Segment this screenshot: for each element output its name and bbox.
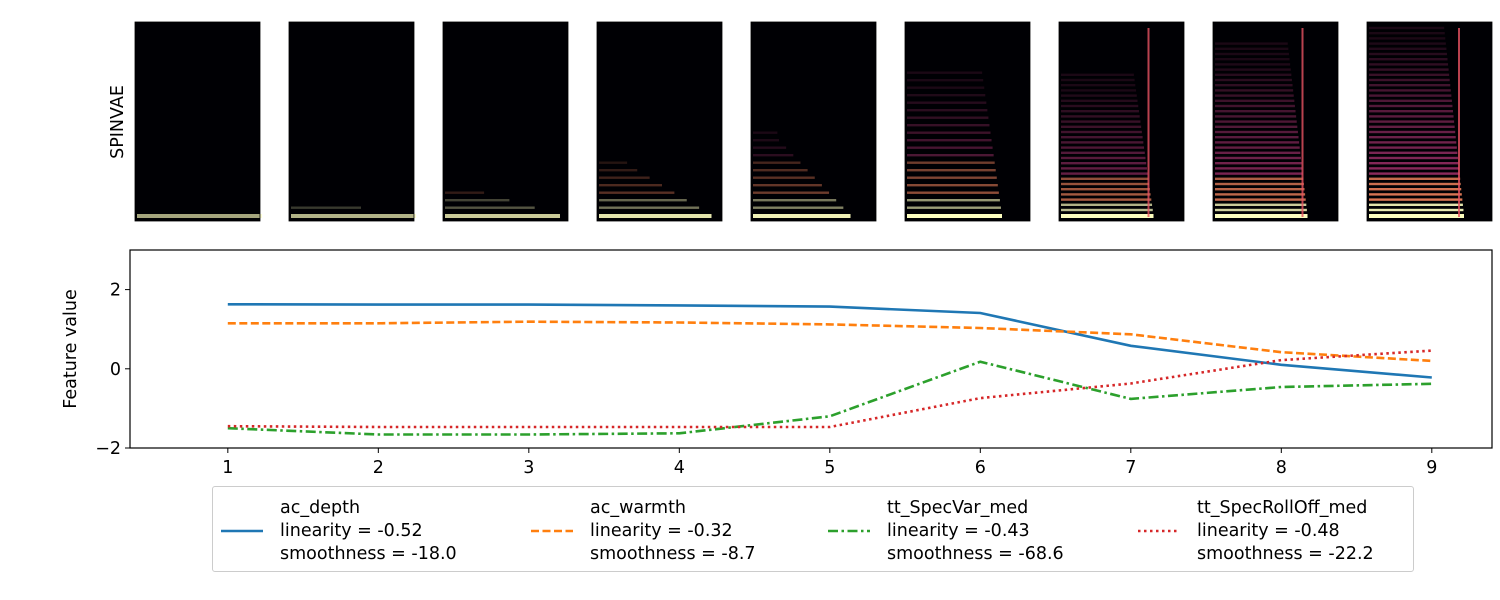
- spectrogram-1: [134, 21, 262, 222]
- series-lines: [227, 302, 1432, 436]
- legend-swatch-tt-specrolloff-med: [1138, 529, 1180, 533]
- legend-name: ac_depth: [280, 498, 361, 518]
- y-tick-label: 0: [110, 360, 121, 380]
- legend-linearity: linearity = -0.43: [887, 521, 1030, 541]
- line-chart: 1 2 3 4 5 6 7 8 9 −2 0 2 Feature value: [61, 249, 1493, 478]
- x-tick-label: 9: [1426, 458, 1437, 478]
- legend-entry-ac-warmth: ac_warmth linearity = -0.32 smoothness = -…: [590, 497, 756, 566]
- legend-linearity: linearity = -0.52: [280, 521, 423, 541]
- legend-swatch-ac-depth: [221, 529, 263, 533]
- legend-name: tt_SpecRollOff_med: [1197, 498, 1368, 518]
- spectrogram-9: [1366, 21, 1493, 222]
- row-label: SPINVAE: [108, 85, 128, 159]
- series-line-tt-specrolloff-med: [227, 349, 1432, 429]
- x-tick-label: 8: [1276, 458, 1287, 478]
- legend-swatch-tt-specvar-med: [828, 529, 870, 533]
- x-axis-ticks: 1 2 3 4 5 6 7 8 9: [222, 448, 1437, 478]
- spectrogram-5: [750, 21, 877, 222]
- legend-entry-tt-specvar-med: tt_SpecVar_med linearity = -0.43 smoothnes…: [887, 497, 1064, 566]
- spectrogram-2: [288, 21, 416, 222]
- x-tick-label: 6: [975, 458, 986, 478]
- legend-smoothness: smoothness = -18.0: [280, 544, 457, 564]
- series-line-ac-warmth: [227, 320, 1432, 363]
- x-tick-label: 4: [674, 458, 685, 478]
- y-axis-ticks: −2 0 2: [95, 281, 130, 459]
- legend-smoothness: smoothness = -22.2: [1197, 544, 1374, 564]
- legend-name: tt_SpecVar_med: [887, 498, 1029, 518]
- spectrogram-6: [904, 21, 1031, 222]
- legend-smoothness: smoothness = -68.6: [887, 544, 1064, 564]
- y-axis-label: Feature value: [61, 289, 81, 409]
- spectrogram-4: [596, 21, 723, 222]
- legend-linearity: linearity = -0.32: [590, 521, 733, 541]
- legend-linearity: linearity = -0.48: [1197, 521, 1340, 541]
- y-tick-label: −2: [95, 439, 121, 459]
- plot-area: [129, 249, 1493, 449]
- legend-entry-tt-specrolloff-med: tt_SpecRollOff_med linearity = -0.48 smoot…: [1197, 497, 1374, 566]
- legend-name: ac_warmth: [590, 498, 687, 518]
- spectrogram-row: [134, 21, 1493, 222]
- x-tick-label: 5: [824, 458, 835, 478]
- x-tick-label: 1: [222, 458, 233, 478]
- series-line-ac-depth: [227, 302, 1432, 379]
- y-tick-label: 2: [110, 281, 121, 301]
- x-tick-label: 7: [1125, 458, 1136, 478]
- legend-swatch-ac-warmth: [531, 529, 573, 533]
- legend: ac_depth linearity = -0.52 smoothness = -1…: [212, 486, 1414, 572]
- legend-entry-ac-depth: ac_depth linearity = -0.52 smoothness = -1…: [280, 497, 457, 566]
- x-tick-label: 3: [523, 458, 534, 478]
- series-line-tt-specvar-med: [227, 360, 1432, 436]
- x-tick-label: 2: [373, 458, 384, 478]
- spectrogram-8: [1212, 21, 1339, 222]
- spectrogram-7: [1058, 21, 1185, 222]
- legend-smoothness: smoothness = -8.7: [590, 544, 756, 564]
- spectrogram-3: [442, 21, 569, 222]
